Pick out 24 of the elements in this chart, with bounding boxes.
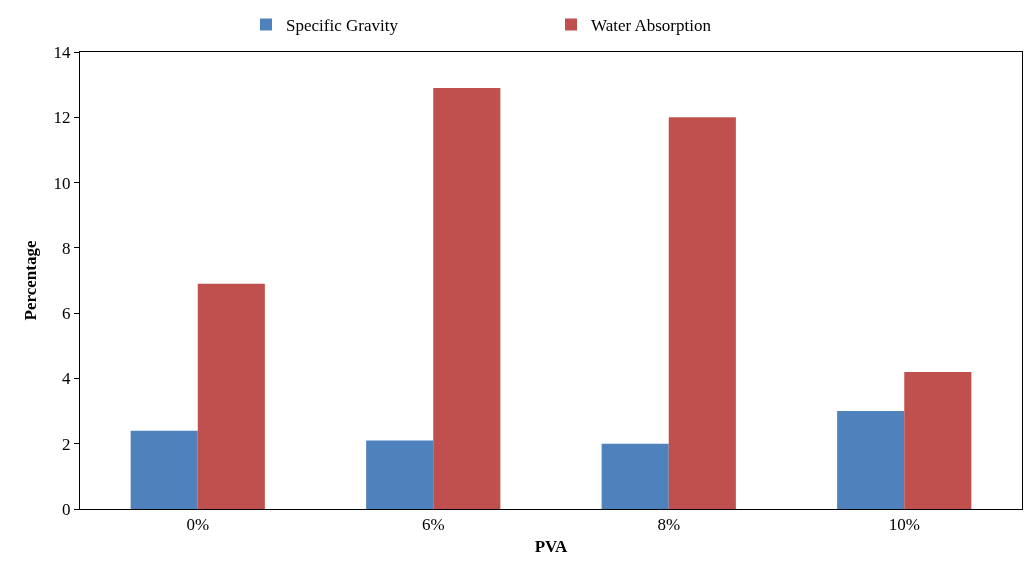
y-tick-label: 14: [53, 42, 72, 62]
bar: [366, 440, 434, 509]
y-tick-label: 4: [62, 369, 72, 389]
x-tick-label: 10%: [888, 515, 920, 535]
y-tick-label: 12: [53, 108, 71, 128]
x-tick-label: 0%: [186, 515, 210, 535]
y-axis-title: Percentage: [21, 240, 41, 321]
y-tick-label: 8: [62, 238, 71, 258]
y-tick-label: 0: [62, 499, 71, 519]
y-tick-label: 2: [62, 434, 71, 454]
legend-label: Specific Gravity: [286, 16, 399, 36]
bar: [904, 371, 972, 509]
bar: [601, 443, 669, 509]
x-tick-label: 6%: [421, 515, 445, 535]
bar: [197, 283, 265, 509]
legend-label: Water Absorption: [591, 16, 712, 36]
bar: [668, 117, 736, 509]
x-tick-label: 8%: [657, 515, 681, 535]
bar: [433, 87, 501, 509]
y-tick-label: 6: [62, 304, 71, 324]
y-tick-label: 10: [53, 173, 71, 193]
x-axis-title: PVA: [534, 536, 569, 556]
bar: [130, 430, 198, 509]
bar: [837, 411, 905, 509]
